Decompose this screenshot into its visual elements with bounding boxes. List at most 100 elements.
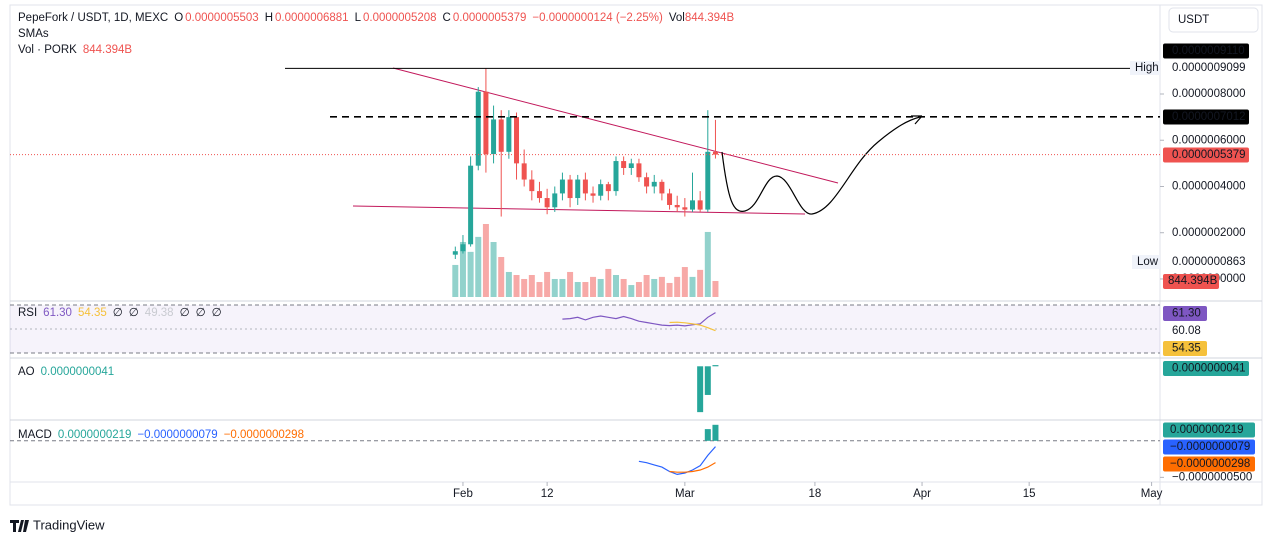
- ao-title: AO: [18, 366, 35, 378]
- candle-body: [605, 184, 611, 192]
- currency-button[interactable]: [1168, 7, 1259, 33]
- volume-bar: [551, 278, 558, 297]
- rsi-input: ∅: [180, 307, 190, 319]
- volume-bar: [666, 282, 673, 297]
- low-tag: [1132, 255, 1160, 269]
- vol-value: 844.394B: [685, 12, 735, 24]
- header-row: PepeFork / USDT, 1D, MEXC O 0.0000005503 H 0…: [18, 12, 734, 24]
- rsi-axis-label: 60.08: [1172, 325, 1201, 337]
- y-tick-label: 0.0000002000: [1172, 227, 1246, 239]
- candle-body: [529, 179, 535, 192]
- candle-body: [475, 91, 481, 166]
- last-price-label: 0.0000005379: [1172, 149, 1246, 161]
- macd-label-box: [1163, 422, 1255, 438]
- candle-body: [674, 204, 680, 208]
- x-tick-label: Feb: [453, 488, 473, 500]
- vol-indicator-name: Vol · PORK: [18, 44, 77, 56]
- x-tick-label: 15: [1023, 488, 1036, 500]
- candle-body: [536, 191, 542, 199]
- volume-bar: [498, 256, 505, 297]
- candle-body: [544, 198, 550, 208]
- ao-label-box: [1163, 361, 1249, 376]
- brand-logo: [10, 520, 29, 532]
- high-tag: [1130, 61, 1160, 75]
- ao-bar: [704, 366, 711, 395]
- ohlc-value: 0.0000005503: [185, 12, 259, 24]
- change: −0.0000000124 (−2.25%): [532, 12, 663, 24]
- x-tick-label: May: [1141, 488, 1163, 500]
- macd-line: [638, 446, 716, 476]
- macd-hist-bar: [704, 429, 711, 441]
- candle-body: [697, 200, 703, 210]
- macd-label: −0.0000000079: [1170, 441, 1250, 453]
- ao-label: 0.0000000041: [1172, 363, 1246, 375]
- resistance-trendline: [392, 67, 839, 184]
- volume-label: 844.394B: [1168, 275, 1218, 287]
- volume-bar: [459, 242, 466, 297]
- volume-bar: [697, 269, 704, 297]
- volume-bar: [567, 271, 574, 297]
- macd-label: 0.0000000219: [1170, 424, 1244, 436]
- volume-bar: [513, 275, 520, 297]
- candle-body: [552, 193, 558, 208]
- candle-body: [659, 181, 665, 194]
- volume-bar: [559, 278, 566, 297]
- candle-body: [567, 179, 573, 199]
- macd-label-box: [1163, 439, 1255, 455]
- candle-body: [498, 119, 504, 152]
- volume-bar: [674, 276, 681, 297]
- volume-bar: [635, 282, 642, 297]
- y-tick-label: 0.0000006000: [1172, 134, 1246, 146]
- line-price-label: 0.0000009110: [1172, 45, 1245, 57]
- volume-bar: [521, 278, 528, 297]
- volume-bar: [651, 278, 658, 297]
- volume-bar: [452, 264, 459, 297]
- ohlc-value: 0.0000005379: [453, 12, 527, 24]
- ohlc-key: C: [443, 12, 451, 24]
- high-tag-label: High: [1135, 62, 1159, 74]
- last-price-label-box: [1163, 147, 1249, 163]
- currency-label[interactable]: USDT: [1178, 14, 1209, 26]
- candle-body: [598, 184, 604, 196]
- ohlc-key: H: [265, 12, 273, 24]
- low-tag-label: Low: [1137, 256, 1159, 268]
- volume-bar: [704, 231, 711, 297]
- rsi-line: [669, 321, 716, 332]
- low-value: 0.0000000863: [1172, 256, 1246, 268]
- volume-bar: [597, 278, 604, 297]
- volume-bar: [658, 276, 665, 297]
- rsi-title: RSI: [18, 307, 37, 319]
- ohlc-value: 0.0000005208: [363, 12, 437, 24]
- ohlc-key: O: [174, 12, 183, 24]
- candle-body: [575, 179, 581, 199]
- rsi-input: ∅: [113, 307, 123, 319]
- rsi-ma-label-box: [1163, 341, 1207, 356]
- volume-bar: [689, 276, 696, 297]
- rsi-ma-label: 54.35: [1172, 343, 1201, 355]
- candle-body: [644, 177, 650, 187]
- volume-bar: [528, 275, 535, 297]
- rsi-ma-value: 54.35: [78, 307, 107, 319]
- rsi-input: ∅: [196, 307, 206, 319]
- candle-body: [491, 119, 497, 155]
- volume-bar: [612, 275, 619, 297]
- candle-body: [559, 179, 565, 194]
- candle-body: [682, 207, 688, 210]
- macd-hist-bar: [712, 424, 719, 441]
- volume-bar: [482, 224, 489, 297]
- high-value: 0.0000009099: [1172, 62, 1246, 74]
- brand-name: TradingView: [33, 517, 105, 532]
- candle-body: [452, 251, 458, 255]
- rsi-label-box: [1163, 306, 1207, 321]
- candle-body: [705, 151, 711, 210]
- macd-hist-value: 0.0000000219: [58, 429, 132, 441]
- ohlc-value: 0.0000006881: [275, 12, 349, 24]
- target-price-label-box: [1163, 109, 1249, 125]
- vol-indicator-value: 844.394B: [83, 44, 133, 56]
- candle-body: [613, 161, 619, 192]
- macd-label: −0.0000000298: [1170, 458, 1250, 470]
- macd-title: MACD: [18, 429, 52, 441]
- sma-label: SMAs: [18, 28, 49, 40]
- rsi-line: [562, 312, 716, 327]
